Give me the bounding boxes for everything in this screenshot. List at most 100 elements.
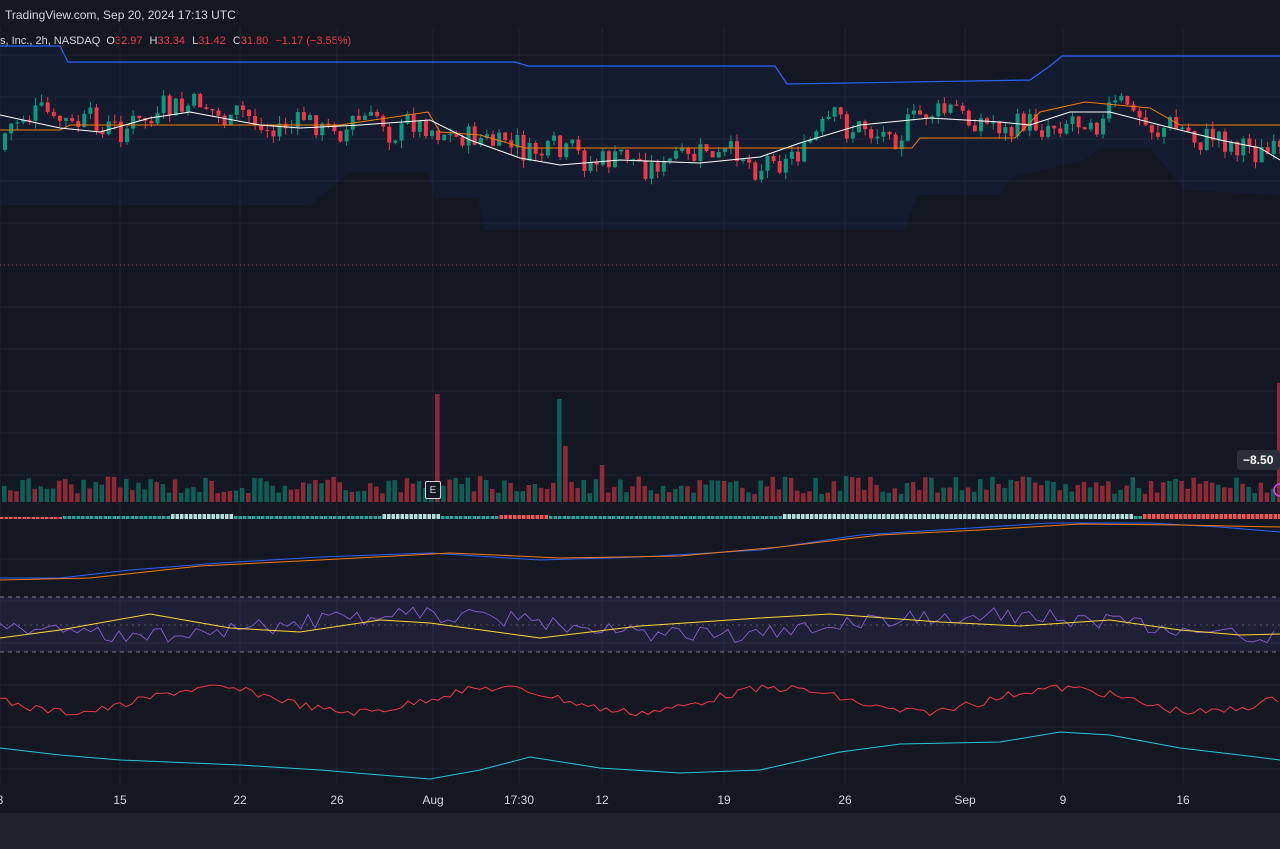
histogram-bar	[450, 516, 454, 519]
candle-body	[1265, 147, 1270, 155]
candle-body	[216, 110, 221, 116]
histogram-bar	[274, 516, 278, 519]
candle-body	[735, 141, 739, 162]
histogram-bar	[1174, 514, 1178, 519]
volume-bar	[618, 479, 623, 502]
volume-bar	[117, 487, 123, 502]
volume-bar	[435, 394, 440, 502]
candle-body	[613, 151, 617, 168]
histogram-bar	[157, 516, 161, 519]
histogram-bar	[675, 516, 679, 519]
volume-bar	[1032, 482, 1038, 502]
open-label: O	[106, 35, 115, 47]
candle-body	[954, 104, 959, 106]
candle-body	[692, 153, 697, 161]
histogram-bar	[513, 515, 517, 519]
volume-bar	[581, 480, 586, 502]
candle-body	[1070, 116, 1075, 124]
price-chart[interactable]	[0, 28, 1280, 785]
volume-bar	[99, 484, 105, 502]
volume-bar	[203, 477, 208, 502]
candle-body	[588, 162, 593, 171]
histogram-bar	[985, 514, 989, 519]
histogram-bar	[1246, 514, 1250, 519]
candle-body	[137, 115, 142, 119]
histogram-bar	[1161, 514, 1165, 519]
histogram-bar	[481, 516, 485, 519]
candle-body	[265, 130, 270, 132]
time-axis[interactable]: 8 15 22 26 Aug 17:30 12 19 26 Sep 9 16	[0, 785, 1280, 813]
histogram-bar	[85, 516, 89, 519]
histogram-bar	[99, 516, 103, 519]
candle-body	[125, 128, 129, 143]
volume-bar	[1167, 480, 1172, 502]
candle-body	[240, 105, 245, 110]
histogram-bar	[216, 514, 220, 519]
candle-body	[112, 121, 117, 123]
histogram-bar	[36, 517, 40, 519]
volume-bar	[142, 489, 147, 502]
histogram-bar	[346, 516, 350, 519]
volume-bar	[691, 492, 696, 502]
volume-bar	[764, 486, 769, 502]
histogram-bar	[0, 517, 4, 519]
histogram-bar	[553, 516, 557, 519]
histogram-bar	[76, 516, 80, 519]
histogram-bar	[900, 514, 904, 519]
candle-body	[661, 160, 666, 172]
volume-bar	[172, 479, 178, 502]
volume-bar	[32, 488, 37, 502]
histogram-bar	[639, 516, 643, 519]
histogram-bar	[756, 516, 760, 519]
histogram-bar	[1273, 514, 1277, 519]
histogram-bar	[189, 514, 193, 519]
histogram-bar	[315, 516, 319, 519]
histogram-bar	[855, 514, 859, 519]
volume-bar	[252, 478, 257, 502]
histogram-bar	[531, 515, 535, 519]
candle-body	[1155, 132, 1160, 137]
candle-body	[948, 104, 953, 113]
symbol-name[interactable]: s, Inc., 2h, NASDAQ	[0, 35, 101, 47]
volume-bar	[447, 479, 452, 502]
volume-bar	[26, 478, 31, 502]
candle-body	[552, 135, 556, 141]
volume-bar	[1246, 487, 1251, 502]
histogram-bar	[558, 516, 562, 519]
histogram-bar	[1048, 514, 1052, 519]
candle-body	[1107, 102, 1112, 119]
rsi-ma-line	[0, 613, 1280, 639]
candle-body	[606, 151, 611, 168]
histogram-bar	[949, 514, 953, 519]
volume-bar	[819, 493, 824, 502]
candle-body	[100, 130, 105, 135]
histogram-bar	[144, 516, 148, 519]
volume-bar	[459, 483, 464, 502]
candle-body	[979, 118, 983, 132]
histogram-bar	[22, 517, 26, 519]
x-tick-label: Aug	[422, 793, 444, 807]
histogram-bar	[31, 517, 35, 519]
histogram-bar	[661, 516, 665, 519]
upper-band-line	[0, 45, 1280, 85]
volume-bar	[630, 486, 635, 502]
histogram-bar	[625, 516, 629, 519]
volume-bar	[185, 488, 190, 502]
histogram-bar	[324, 516, 328, 519]
volume-bar	[752, 493, 757, 502]
histogram-bar	[319, 516, 323, 519]
earnings-icon[interactable]: E	[425, 481, 441, 499]
histogram-bar	[166, 516, 170, 519]
candle-body	[247, 109, 251, 116]
candle-body	[192, 93, 197, 106]
volume-bar	[917, 490, 922, 502]
x-tick-label: 15	[113, 793, 127, 807]
candle-body	[558, 135, 563, 158]
histogram-bar	[414, 514, 418, 519]
histogram-bar	[616, 516, 620, 519]
histogram-bar	[211, 514, 215, 519]
close-label: C	[232, 35, 241, 47]
volume-bar	[587, 493, 593, 502]
symbol-legend[interactable]: s, Inc., 2h, NASDAQ O32.97 H33.34 L31.42…	[0, 35, 351, 47]
candle-body	[33, 105, 38, 121]
